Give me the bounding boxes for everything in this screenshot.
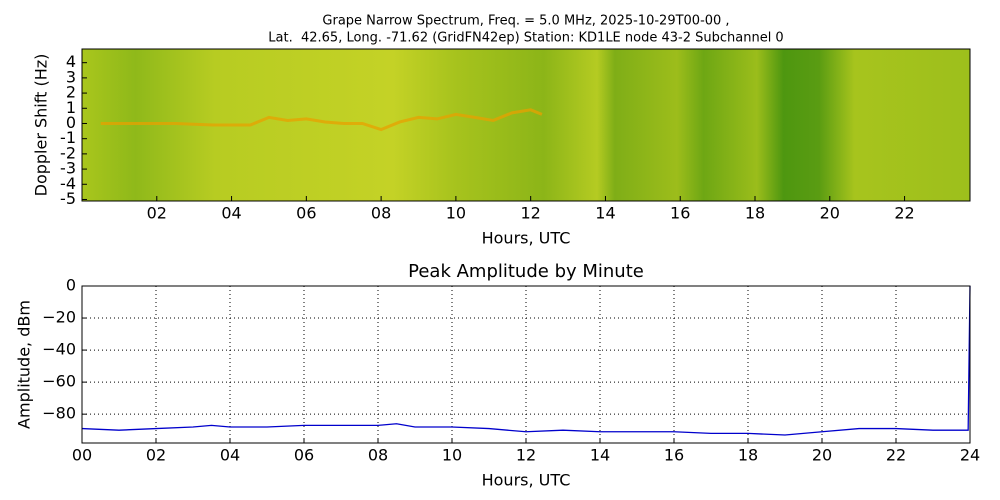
x-tick-label: 22 (894, 204, 914, 223)
x-tick-label: 16 (664, 446, 684, 465)
y-tick-label: -5 (60, 189, 76, 208)
x-tick-label: 02 (147, 204, 167, 223)
y-tick-label: 0 (66, 113, 76, 132)
x-tick-label: 06 (296, 204, 316, 223)
y-tick-label: 4 (66, 52, 76, 71)
x-tick-label: 02 (146, 446, 166, 465)
x-axis-label: Hours, UTC (482, 229, 571, 248)
x-tick-label: 22 (886, 446, 906, 465)
plot-frame (81, 285, 971, 444)
y-axis-label: Doppler Shift (Hz) (32, 54, 51, 197)
y-tick-label: 2 (66, 83, 76, 102)
y-tick-label: -4 (60, 174, 76, 193)
doppler-trace (100, 108, 543, 132)
chart-title: Lat. 42.65, Long. -71.62 (GridFN42ep) St… (268, 31, 783, 46)
y-tick-label: 3 (66, 67, 76, 86)
y-tick-label: -3 (60, 159, 76, 178)
y-tick-label: −40 (42, 340, 76, 359)
y-tick-label: -2 (60, 143, 76, 162)
y-tick-label: -1 (60, 128, 76, 147)
x-tick-label: 06 (294, 446, 314, 465)
y-tick-label: −20 (42, 308, 76, 327)
x-axis-label: Hours, UTC (482, 471, 571, 490)
x-tick-label: 08 (368, 446, 388, 465)
x-tick-label: 08 (371, 204, 391, 223)
plot-frame (81, 48, 971, 202)
x-tick-label: 04 (220, 446, 240, 465)
amplitude-line (81, 285, 971, 436)
x-tick-label: 18 (745, 204, 765, 223)
y-tick-label: 1 (66, 98, 76, 117)
chart-title: Peak Amplitude by Minute (408, 261, 644, 282)
x-tick-label: 14 (590, 446, 610, 465)
x-tick-label: 12 (516, 446, 536, 465)
x-tick-label: 12 (520, 204, 540, 223)
x-tick-label: 16 (670, 204, 690, 223)
x-tick-label: 20 (820, 204, 840, 223)
y-tick-label: −80 (42, 404, 76, 423)
x-tick-label: 10 (442, 446, 462, 465)
chart-title: Grape Narrow Spectrum, Freq. = 5.0 MHz, … (322, 14, 729, 29)
x-tick-label: 14 (595, 204, 615, 223)
y-tick-label: 0 (66, 276, 76, 295)
x-tick-label: 00 (72, 446, 92, 465)
x-tick-label: 10 (446, 204, 466, 223)
x-tick-label: 04 (221, 204, 241, 223)
y-tick-label: −60 (42, 372, 76, 391)
y-axis-label: Amplitude, dBm (15, 300, 34, 429)
x-tick-label: 18 (738, 446, 758, 465)
x-tick-label: 24 (960, 446, 980, 465)
x-tick-label: 20 (812, 446, 832, 465)
